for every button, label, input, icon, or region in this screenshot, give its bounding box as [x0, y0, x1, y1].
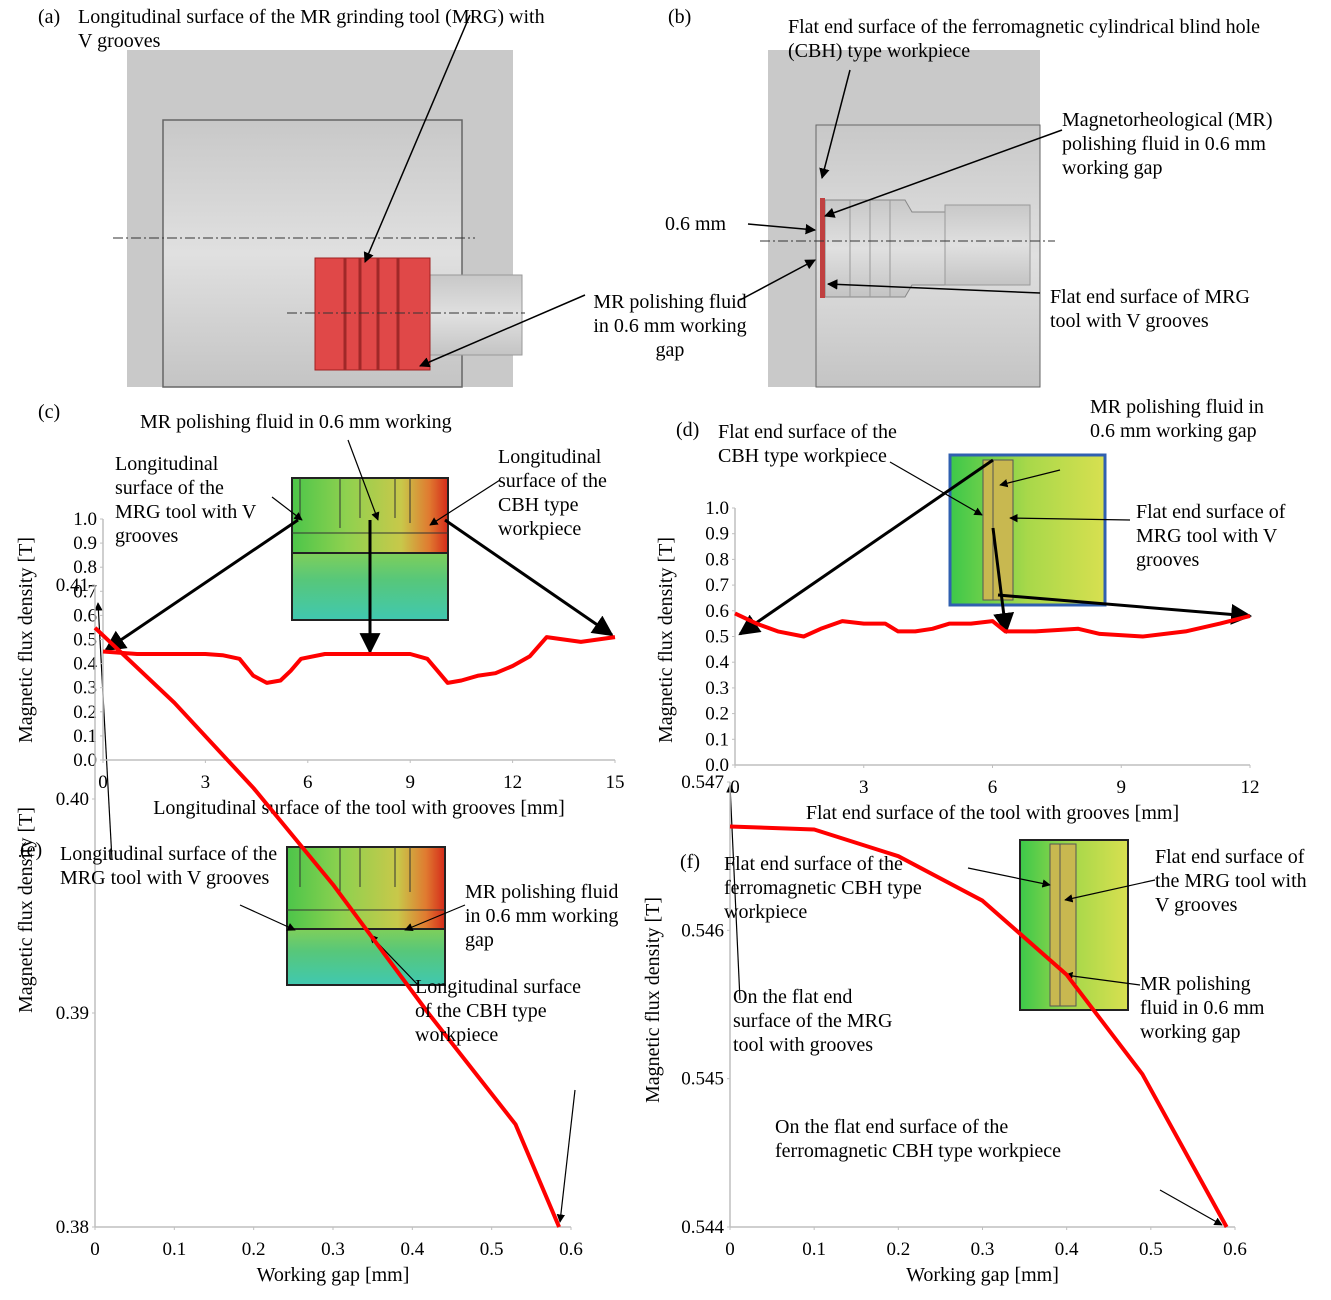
x-axis-title: Working gap [mm] [906, 1264, 1059, 1286]
inset-e [287, 847, 445, 985]
annotation: Magnetorheological (MR) polishing fluid … [1062, 108, 1322, 180]
y-axis-title: Magnetic flux density [T] [642, 897, 664, 1103]
x-tick-label: 0.2 [886, 1239, 910, 1260]
y-tick-label: 0.41 [56, 575, 89, 596]
x-axis-title: Working gap [mm] [257, 1264, 410, 1286]
y-tick-label: 0.546 [681, 920, 724, 941]
annotation: Flat end surface of the CBH type workpie… [718, 420, 903, 468]
panel-label: (c) [38, 400, 60, 424]
data-line [103, 637, 615, 683]
annotation: 0.6 mm [665, 212, 755, 236]
annotation: Flat end surface of the ferromagnetic cy… [788, 15, 1298, 63]
x-tick-label: 0.3 [321, 1239, 345, 1260]
y-tick-label: 0.2 [73, 702, 97, 723]
y-tick-label: 0.40 [56, 789, 89, 810]
annotation: Flat end surface of MRG tool with V groo… [1136, 500, 1316, 572]
y-tick-label: 0.4 [73, 654, 97, 675]
annotation: Longitudinal surface of the MRG tool wit… [60, 842, 300, 890]
annotation: Flat end surface of the MRG tool with V … [1155, 845, 1325, 917]
panel-label: (e) [20, 838, 42, 862]
y-tick-label: 0.0 [73, 750, 97, 771]
x-tick-label: 6 [303, 772, 313, 793]
x-tick-label: 0.5 [1139, 1239, 1163, 1260]
x-tick-label: 0.1 [162, 1239, 186, 1260]
x-tick-label: 0 [725, 1239, 735, 1260]
x-tick-label: 0.4 [1055, 1239, 1079, 1260]
y-tick-label: 0.9 [705, 524, 729, 545]
x-tick-label: 0 [98, 772, 108, 793]
x-tick-label: 0.2 [242, 1239, 266, 1260]
diagram-a [113, 15, 585, 387]
y-tick-label: 0.3 [705, 678, 729, 699]
x-tick-label: 12 [1241, 777, 1260, 798]
annotation: Longitudinal surface of the MR grinding … [78, 5, 548, 53]
x-tick-label: 3 [859, 777, 869, 798]
annotation: On the flat end surface of the ferromagn… [775, 1115, 1115, 1163]
y-tick-label: 0.2 [705, 704, 729, 725]
x-tick-label: 9 [1117, 777, 1127, 798]
annotation: MR polishing fluid in 0.6 mm working gap [1140, 972, 1290, 1044]
annotation: Longitudinal surface of the CBH type wor… [415, 975, 585, 1047]
diagram-b [740, 50, 1062, 387]
panel-label: (d) [676, 418, 699, 442]
y-tick-label: 0.6 [705, 601, 729, 622]
y-tick-label: 0.5 [705, 627, 729, 648]
y-tick-label: 0.8 [705, 549, 729, 570]
panel-label: (f) [680, 850, 700, 874]
y-tick-label: 0.38 [56, 1217, 89, 1238]
x-tick-label: 0.4 [400, 1239, 424, 1260]
y-tick-label: 1.0 [705, 498, 729, 519]
inset-d [950, 455, 1105, 605]
annotation: MR polishing fluid in 0.6 mm working [140, 410, 580, 434]
x-tick-label: 0 [730, 777, 740, 798]
x-tick-label: 0.3 [971, 1239, 995, 1260]
x-tick-label: 6 [988, 777, 998, 798]
y-tick-label: 0.4 [705, 652, 729, 673]
annotation: Flat end surface of the ferromagnetic CB… [724, 852, 954, 924]
panel-label: (a) [38, 5, 60, 29]
x-axis-title: Flat end surface of the tool with groove… [806, 802, 1179, 824]
x-tick-label: 3 [201, 772, 211, 793]
y-tick-label: 0.3 [73, 678, 97, 699]
x-tick-label: 0.1 [802, 1239, 826, 1260]
y-tick-label: 0.1 [705, 729, 729, 750]
annotation: Longitudinal surface of the MRG tool wit… [115, 452, 265, 548]
x-tick-label: 0.6 [1223, 1239, 1247, 1260]
y-tick-label: 0.9 [73, 533, 97, 554]
panel-label: (b) [668, 5, 691, 29]
annotation: On the flat end surface of the MRG tool … [733, 985, 908, 1057]
annotation: Longitudinal surface of the CBH type wor… [498, 445, 648, 541]
figure: 0.0 0.1 0.2 0.3 0.4 0.5 0.6 0.7 0.8 0.9 1.0 0 3 6 9 12 1… [0, 0, 1331, 1300]
x-tick-label: 9 [405, 772, 415, 793]
data-line [735, 613, 1250, 636]
annotation: MR polishing fluid in 0.6 mm working gap [585, 290, 755, 362]
x-tick-label: 0 [90, 1239, 100, 1260]
x-tick-label: 12 [503, 772, 522, 793]
y-tick-label: 0.544 [681, 1217, 724, 1238]
annotation: MR polishing fluid in 0.6 mm working gap [465, 880, 625, 952]
y-tick-label: 0.545 [681, 1069, 724, 1090]
x-tick-label: 0.5 [480, 1239, 504, 1260]
y-tick-label: 1.0 [73, 509, 97, 530]
x-tick-label: 0.6 [559, 1239, 583, 1260]
y-tick-label: 0.1 [73, 726, 97, 747]
figure-graphics: 0.0 0.1 0.2 0.3 0.4 0.5 0.6 0.7 0.8 0.9 1.0 0 3 6 9 12 1… [0, 0, 1331, 1300]
y-tick-label: 0.6 [73, 605, 97, 626]
y-tick-label: 0.5 [73, 630, 97, 651]
y-axis-title: Magnetic flux density [T] [15, 537, 37, 743]
x-tick-label: 15 [606, 772, 625, 793]
y-tick-label: 0.39 [56, 1003, 89, 1024]
y-tick-label: 0.547 [681, 772, 724, 793]
x-axis-title: Longitudinal surface of the tool with gr… [153, 797, 565, 819]
y-tick-label: 0.7 [705, 575, 729, 596]
y-axis-title: Magnetic flux density [T] [655, 537, 677, 743]
annotation: Flat end surface of MRG tool with V groo… [1050, 285, 1270, 333]
annotation: MR polishing fluid in 0.6 mm working gap [1090, 395, 1270, 443]
